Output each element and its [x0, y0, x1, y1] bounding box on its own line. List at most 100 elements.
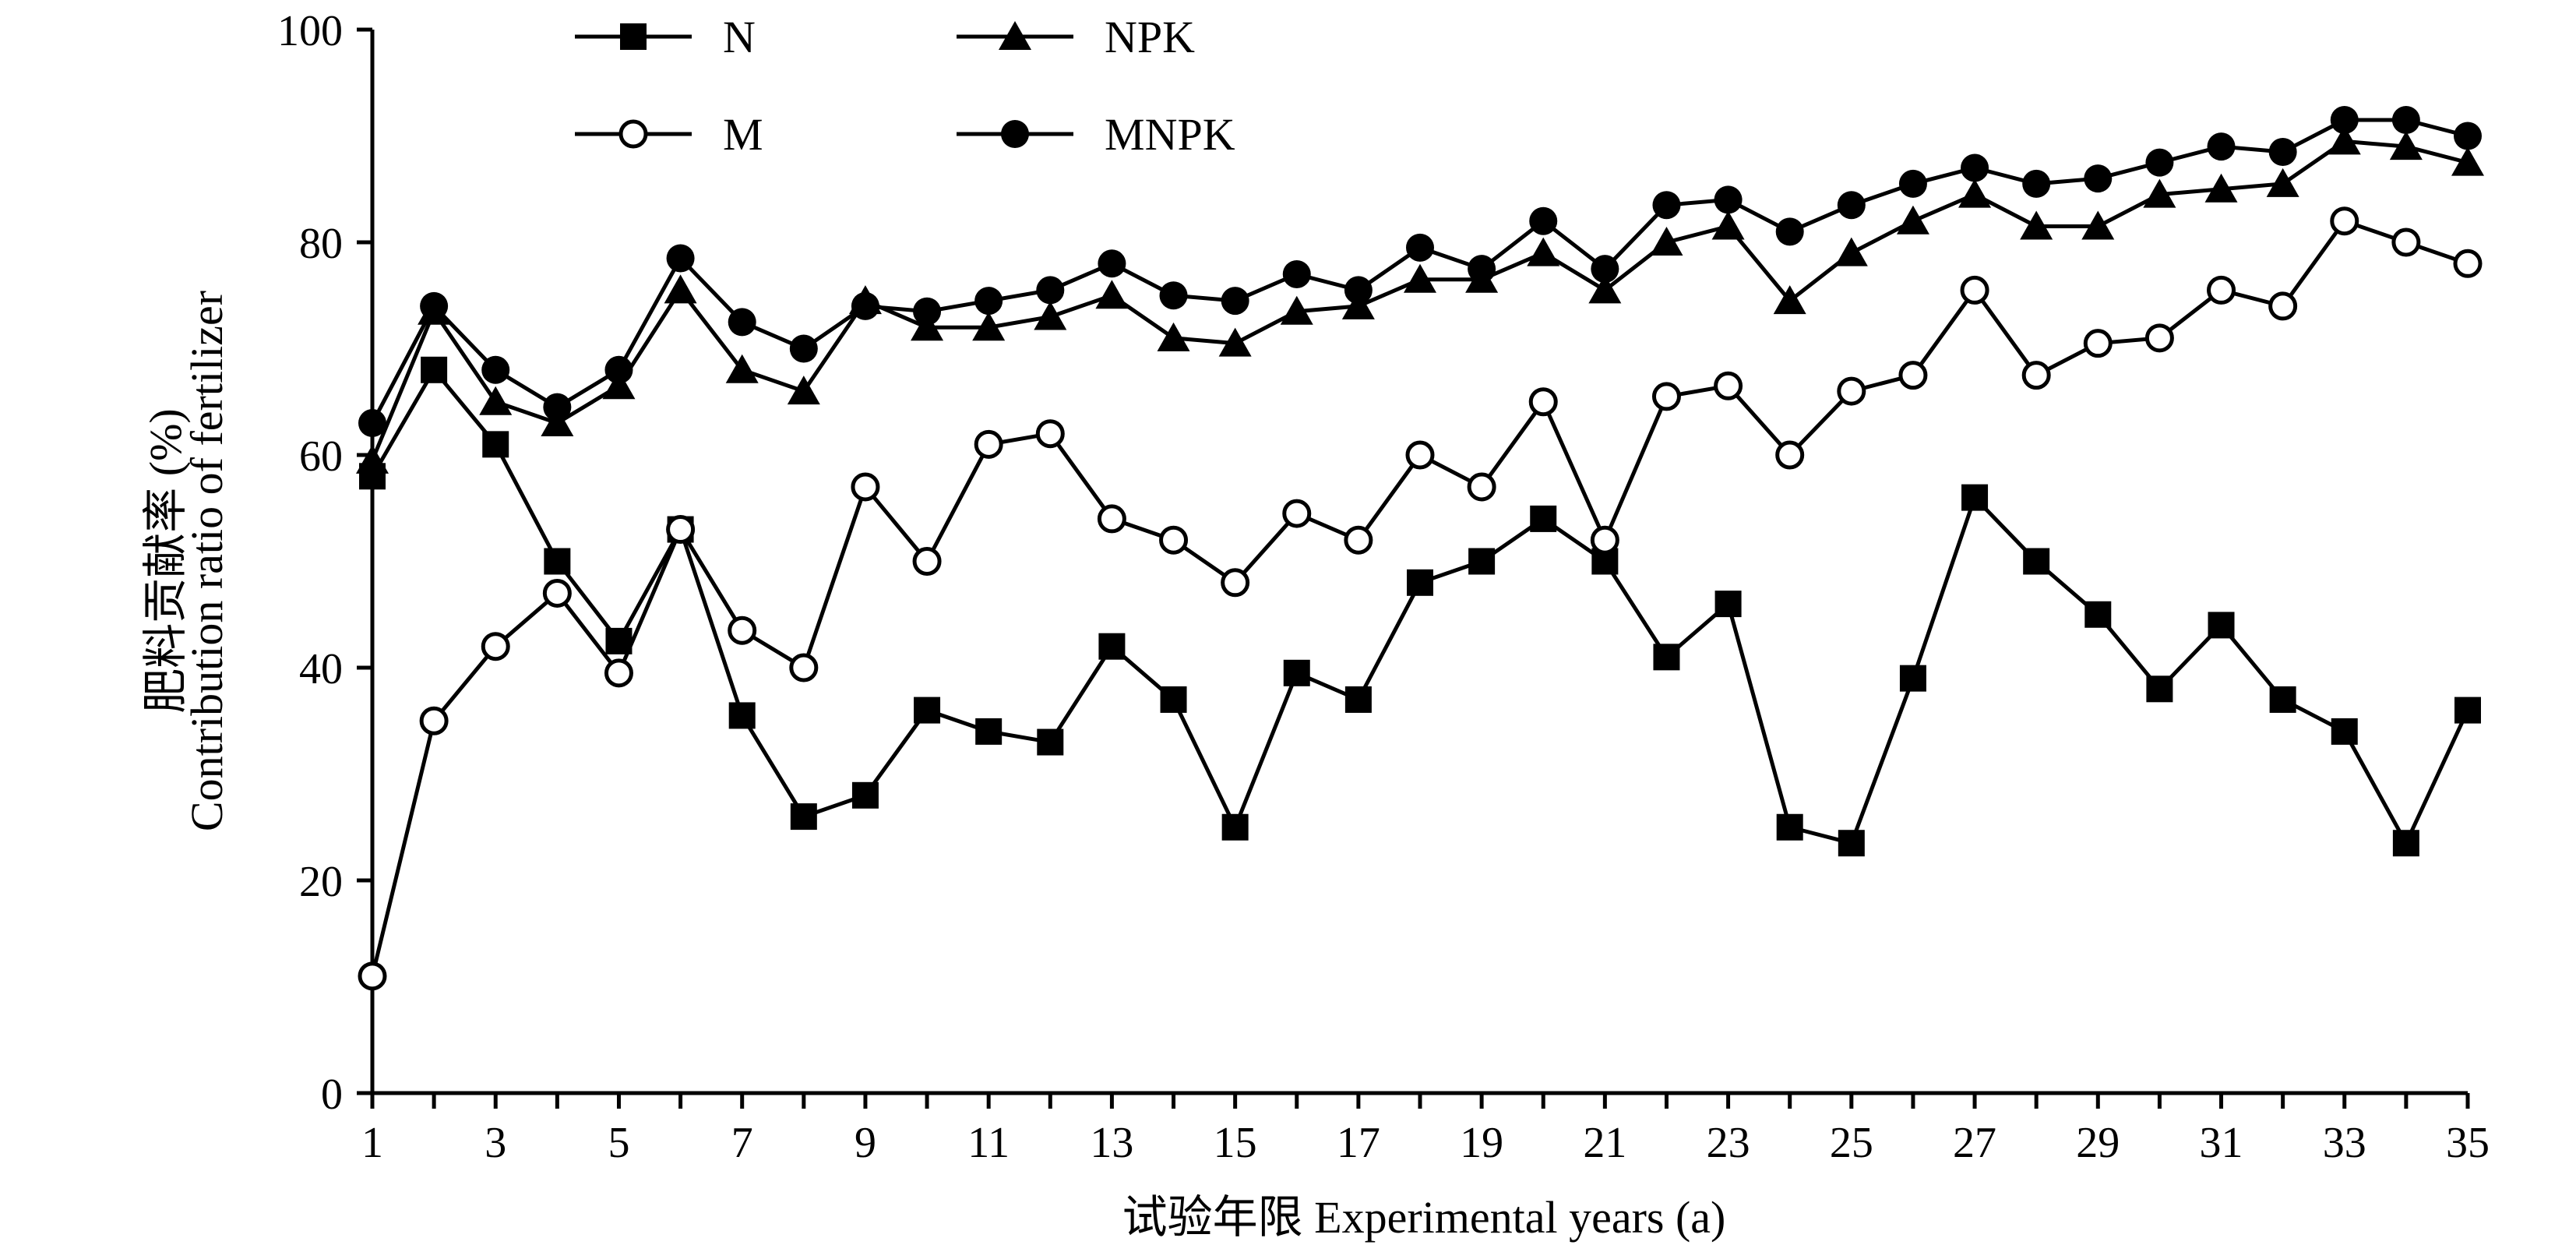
data-point-mnpk — [543, 393, 572, 421]
series-m — [358, 206, 2483, 991]
y-tick-label: 100 — [277, 7, 343, 55]
data-point-npk — [787, 376, 820, 405]
data-point-mnpk — [2268, 137, 2297, 166]
data-point-mnpk — [2330, 106, 2359, 135]
x-tick-label: 7 — [731, 1119, 753, 1167]
data-point-npk — [1650, 227, 1683, 256]
data-point-m — [542, 578, 572, 608]
data-point-n — [914, 697, 941, 724]
data-point-npk — [1896, 205, 1929, 235]
data-point-npk — [972, 312, 1006, 341]
series-n — [359, 356, 2481, 857]
data-point-m — [2330, 206, 2359, 236]
data-point-m — [2144, 323, 2174, 353]
data-point-m — [728, 615, 757, 645]
data-point-mnpk — [420, 291, 449, 320]
data-point-npk — [1834, 237, 1868, 266]
data-point-m — [1960, 275, 1989, 305]
data-point-mnpk — [1652, 191, 1681, 220]
data-point-m — [2268, 291, 2298, 321]
data-point-npk — [356, 444, 389, 474]
data-point-m — [1837, 376, 1866, 406]
data-point-n — [1283, 659, 1310, 686]
data-point-npk — [2143, 178, 2176, 208]
data-point-npk — [1157, 322, 1190, 351]
data-point-mnpk — [358, 409, 386, 438]
data-point-n — [544, 548, 571, 575]
legend-marker-m — [618, 119, 648, 149]
data-point-m — [1775, 440, 1805, 470]
y-tick-label: 40 — [299, 645, 343, 693]
y-tick-label: 0 — [321, 1070, 343, 1119]
data-point-mnpk — [604, 355, 633, 384]
x-tick-label: 9 — [855, 1119, 876, 1167]
x-tick-label: 3 — [485, 1119, 506, 1167]
data-point-m — [789, 653, 819, 682]
data-point-npk — [2266, 168, 2299, 197]
x-axis-label: 试验年限 Experimental years (a) — [1122, 1192, 1726, 1243]
series-mnpk — [358, 106, 2482, 438]
x-tick-label: 29 — [2076, 1119, 2120, 1167]
data-point-m — [1467, 472, 1496, 502]
data-point-n — [2084, 601, 2112, 628]
data-point-m — [1898, 361, 1928, 390]
data-point-mnpk — [728, 308, 756, 337]
data-point-m — [1159, 525, 1189, 555]
data-point-m — [2083, 329, 2113, 358]
data-point-mnpk — [974, 287, 1003, 316]
data-point-m — [1344, 525, 1373, 555]
data-point-n — [1468, 548, 1496, 575]
data-point-n — [1530, 505, 1557, 532]
data-point-npk — [1034, 301, 1067, 330]
data-point-m — [1097, 504, 1126, 534]
data-point-npk — [2204, 173, 2238, 203]
data-point-n — [2454, 697, 2481, 724]
data-point-mnpk — [2207, 132, 2236, 161]
data-point-npk — [1280, 295, 1313, 325]
y-tick-label: 20 — [299, 858, 343, 906]
data-point-npk — [1404, 263, 1436, 293]
data-point-m — [2207, 275, 2236, 305]
data-point-m — [912, 547, 942, 576]
y-tick-label: 80 — [299, 220, 343, 268]
data-point-n — [1344, 686, 1372, 713]
x-tick-label: 33 — [2323, 1119, 2366, 1167]
data-point-m — [1651, 382, 1681, 411]
data-point-m — [604, 658, 633, 688]
data-point-n — [2269, 686, 2296, 713]
data-point-mnpk — [1714, 185, 1743, 214]
data-point-mnpk — [1344, 276, 1373, 305]
data-point-npk — [1773, 285, 1806, 315]
data-point-m — [1282, 499, 1312, 528]
data-point-npk — [725, 354, 759, 383]
series-layer — [356, 106, 2484, 991]
x-tick-label: 11 — [967, 1119, 1010, 1167]
data-point-npk — [1218, 327, 1252, 357]
legend-label-m: M — [723, 109, 763, 160]
y-axis-label-en: Contribution ratio of fertilizer — [181, 291, 232, 831]
data-point-n — [1037, 728, 1064, 756]
data-point-mnpk — [1159, 281, 1188, 310]
data-point-npk — [1588, 274, 1622, 304]
data-point-m — [1405, 440, 1435, 470]
data-point-n — [728, 702, 756, 729]
legend: N NPK M MNPK — [575, 12, 1235, 160]
data-point-npk — [1095, 280, 1129, 309]
data-point-npk — [2020, 210, 2053, 240]
data-point-mnpk — [1529, 206, 1558, 235]
data-point-m — [419, 706, 449, 735]
data-point-m — [481, 632, 510, 661]
data-point-mnpk — [2391, 106, 2420, 135]
data-point-m — [1590, 525, 1619, 555]
data-point-n — [1714, 591, 1742, 618]
legend-label-mnpk: MNPK — [1105, 109, 1235, 160]
data-point-npk — [479, 386, 513, 415]
data-point-mnpk — [1036, 276, 1065, 305]
data-point-npk — [2451, 146, 2484, 176]
data-point-m — [974, 429, 1003, 459]
data-point-n — [1776, 813, 1803, 841]
legend-marker-npk — [999, 21, 1031, 50]
data-point-m — [666, 515, 696, 545]
data-point-m — [1035, 419, 1065, 449]
